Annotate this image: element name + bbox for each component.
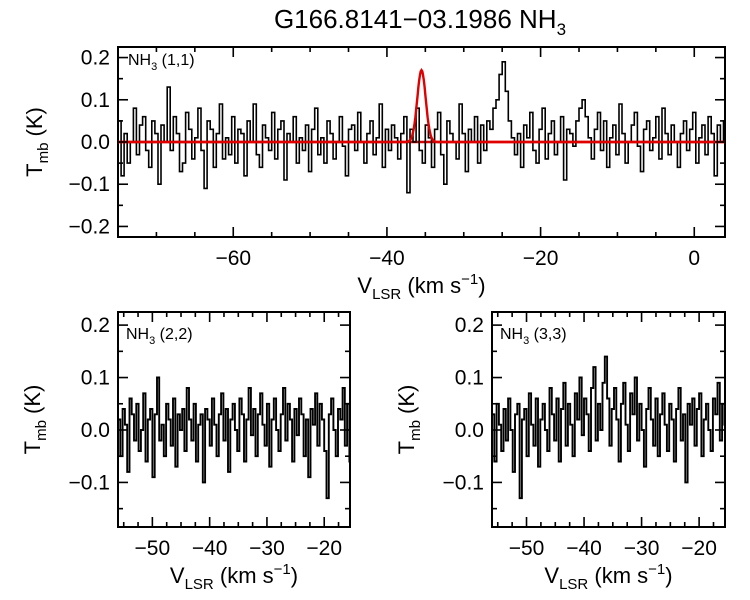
y-axis-label: Tmb (K) bbox=[20, 385, 50, 455]
plot-area bbox=[118, 61, 725, 194]
x-tick-label: −50 bbox=[135, 537, 171, 560]
x-tick-label: −40 bbox=[369, 247, 405, 270]
panel-label: NH3 (1,1) bbox=[128, 52, 195, 73]
x-tick-label: −30 bbox=[249, 537, 285, 560]
y-axis-label-main: T bbox=[394, 441, 419, 454]
x-axis-label-close: ) bbox=[291, 563, 298, 588]
spectrum-line bbox=[492, 355, 725, 500]
x-axis-label-sup: −1 bbox=[648, 561, 665, 578]
x-tick-label: −50 bbox=[509, 537, 545, 560]
x-tick-label: −40 bbox=[566, 537, 602, 560]
figure-title: G166.8141−03.1986 NH3 bbox=[274, 4, 566, 39]
x-axis-label-unit: (km s bbox=[214, 563, 274, 588]
panel-label-post: (3,3) bbox=[529, 326, 566, 343]
panel-label-sub: 3 bbox=[151, 61, 157, 73]
y-tick-label: 0.2 bbox=[81, 314, 110, 337]
y-axis-label-unit: (K) bbox=[22, 107, 47, 142]
x-axis-label-close: ) bbox=[478, 273, 485, 298]
panel-label-main: NH bbox=[126, 326, 149, 343]
x-tick-label: −20 bbox=[306, 537, 342, 560]
spectrum-line bbox=[118, 61, 725, 194]
x-tick-label: −20 bbox=[681, 537, 717, 560]
y-axis-label-sub: mb bbox=[407, 420, 424, 441]
y-tick-label: 0.0 bbox=[455, 419, 484, 442]
spectrum-line bbox=[118, 376, 350, 500]
y-tick-label: −0.1 bbox=[69, 471, 110, 494]
plot-area bbox=[492, 355, 725, 500]
panel-bottom-right-nh3-33: −50 −40 −30 −20 −0.1 0.0 0.1 0.2 NH3 (3,3) VLSR (… bbox=[394, 311, 726, 593]
panel-bottom-left-nh3-22: −50 −40 −30 −20 −0.1 0.0 0.1 0.2 NH3 (2,2) VLSR (… bbox=[20, 311, 351, 593]
x-axis-label-main: V bbox=[170, 563, 185, 588]
y-tick-label: 0.1 bbox=[81, 89, 110, 112]
y-tick-label: 0.2 bbox=[81, 47, 110, 70]
x-axis-label-sub: LSR bbox=[559, 576, 588, 593]
x-axis-label: VLSR (km s−1) bbox=[544, 561, 672, 593]
gaussian-fit-line bbox=[118, 68, 725, 144]
x-axis-label-main: V bbox=[357, 273, 372, 298]
x-axis-label-close: ) bbox=[665, 563, 672, 588]
y-tick-label: 0.0 bbox=[81, 419, 110, 442]
x-tick-label: −20 bbox=[523, 247, 559, 270]
panel-label: NH3 (2,2) bbox=[126, 326, 193, 347]
y-tick-label: −0.1 bbox=[69, 173, 110, 196]
panel-label-sub: 3 bbox=[149, 335, 155, 347]
x-axis-label-sub: LSR bbox=[372, 286, 401, 303]
panel-label: NH3 (3,3) bbox=[500, 326, 567, 347]
x-tick-label: 0 bbox=[688, 247, 700, 270]
x-tick-label: −60 bbox=[215, 247, 251, 270]
x-axis-label-sup: −1 bbox=[461, 271, 478, 288]
x-axis-label: VLSR (km s−1) bbox=[170, 561, 298, 593]
y-axis-label: Tmb (K) bbox=[394, 385, 424, 455]
panel-label-post: (2,2) bbox=[155, 326, 192, 343]
x-axis-label-unit: (km s bbox=[401, 273, 461, 298]
y-tick-label: −0.2 bbox=[69, 215, 110, 238]
panel-label-main: NH bbox=[500, 326, 523, 343]
x-axis-label-sup: −1 bbox=[274, 561, 291, 578]
plot-area bbox=[118, 376, 350, 500]
y-axis-label-sub: mb bbox=[33, 420, 50, 441]
y-axis-label-main: T bbox=[20, 441, 45, 454]
y-tick-label: 0.1 bbox=[455, 367, 484, 390]
y-axis-label-unit: (K) bbox=[394, 385, 419, 420]
x-axis-label-sub: LSR bbox=[185, 576, 214, 593]
y-tick-label: −0.1 bbox=[443, 471, 484, 494]
x-tick-label: −30 bbox=[624, 537, 660, 560]
y-tick-label: 0.1 bbox=[81, 367, 110, 390]
x-tick-label: −40 bbox=[192, 537, 228, 560]
y-axis-label: Tmb (K) bbox=[22, 107, 52, 177]
y-tick-label: 0.2 bbox=[455, 314, 484, 337]
y-axis-label-unit: (K) bbox=[20, 385, 45, 420]
panel-label-main: NH bbox=[128, 52, 151, 69]
y-axis-label-sub: mb bbox=[35, 143, 52, 164]
x-axis-label-unit: (km s bbox=[588, 563, 648, 588]
x-axis-label-main: V bbox=[544, 563, 559, 588]
panel-top-nh3-11: −60 −40 −20 0 −0.2 −0.1 0.0 0.1 0.2 NH3 (1,1) VLSR… bbox=[22, 46, 726, 303]
y-tick-label: 0.0 bbox=[81, 131, 110, 154]
panel-label-sub: 3 bbox=[523, 335, 529, 347]
y-axis-label-main: T bbox=[22, 163, 47, 176]
panel-label-post: (1,1) bbox=[157, 52, 194, 69]
x-axis-label: VLSR (km s−1) bbox=[357, 271, 485, 303]
